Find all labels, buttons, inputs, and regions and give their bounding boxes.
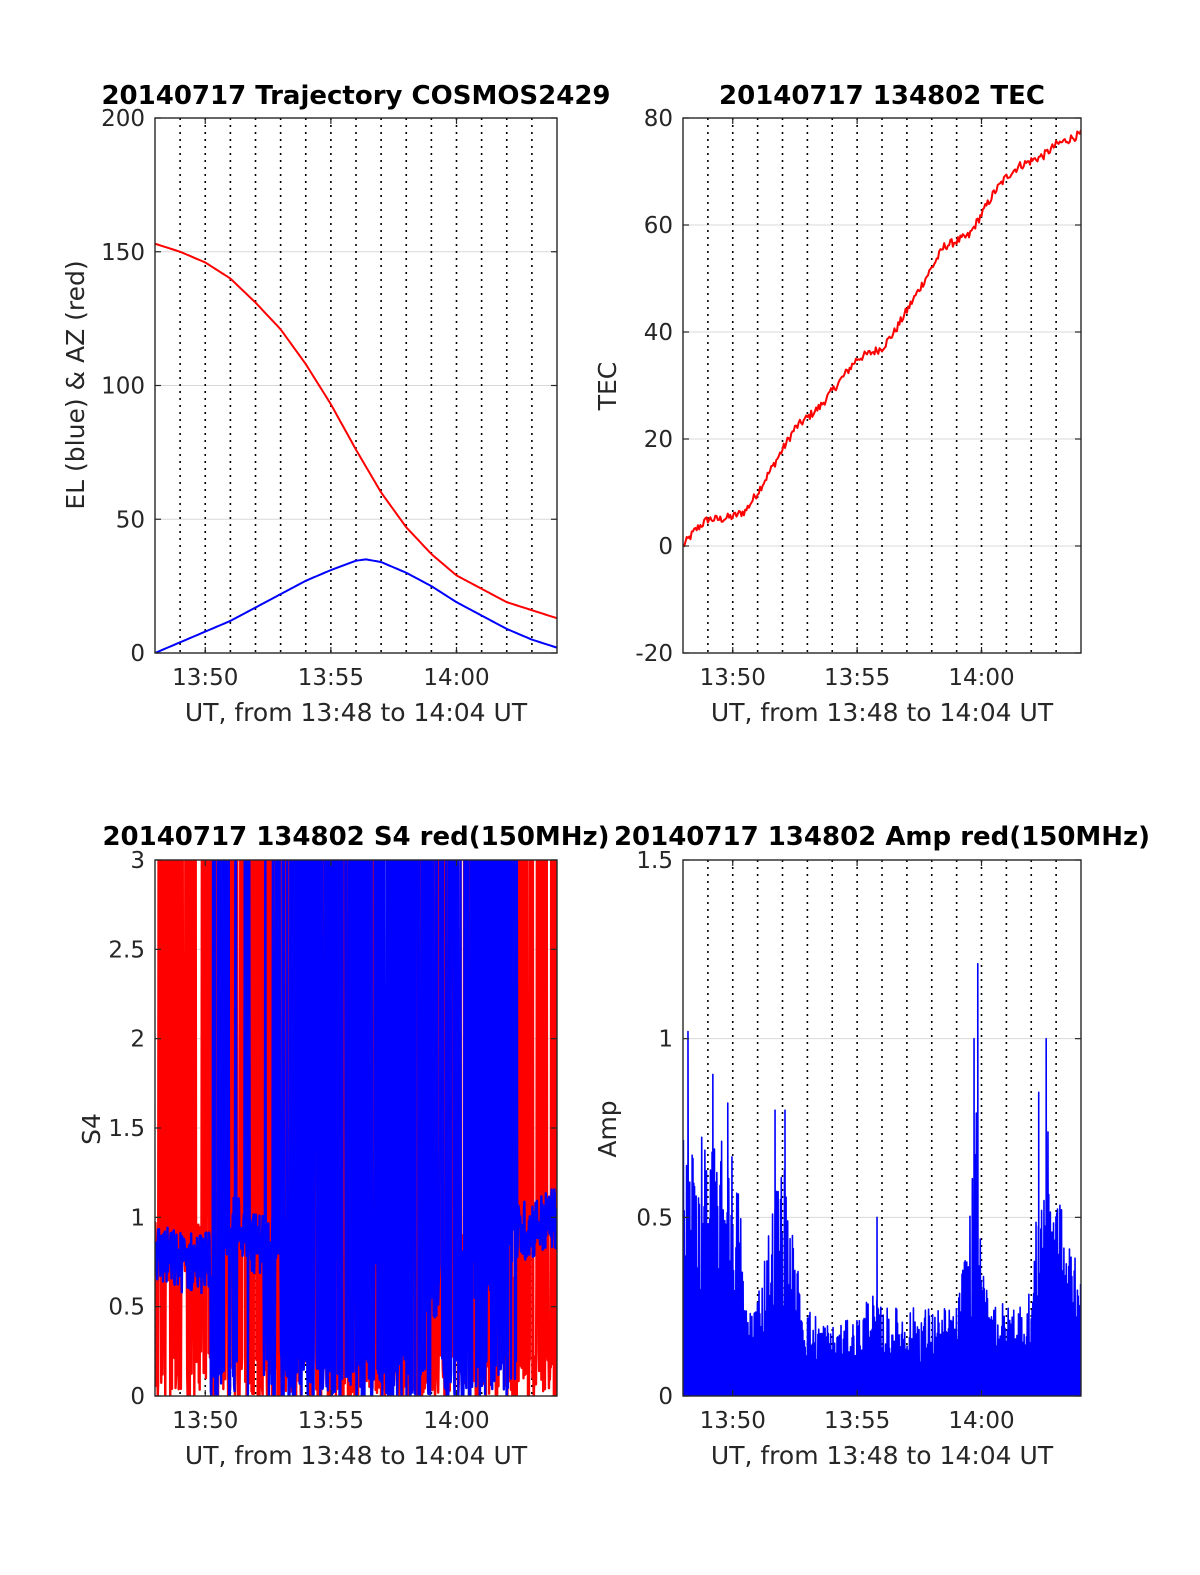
panel-amp: 0 0.5 1 1.5 13:50 13:55 14:00 20140717 134802 …: [593, 822, 1150, 1470]
y-tick-label: 1: [130, 1205, 145, 1231]
series-group: [683, 962, 1081, 1396]
y-tick-label: 2: [130, 1027, 145, 1053]
y-tick-label: 80: [644, 106, 673, 132]
x-axis-label: UT, from 13:48 to 14:04 UT: [185, 698, 528, 727]
x-tick-label: 14:00: [423, 1408, 489, 1434]
y-tick-label: 0.5: [636, 1205, 673, 1231]
y-tick-label: -20: [635, 641, 673, 667]
series-line-0: [155, 242, 557, 620]
plot-area-trajectory: 0 50 100 150 200 13:50 13:55 14:00: [101, 106, 558, 691]
panel-tec: -20 0 20 40 60 80 13:50 13:55 14:00 20140717 134…: [593, 81, 1082, 727]
x-axis-label: UT, from 13:48 to 14:04 UT: [711, 698, 1054, 727]
plot-area-tec: -20 0 20 40 60 80 13:50 13:55 14:00: [635, 106, 1082, 691]
y-axis-label: TEC: [593, 362, 622, 412]
axes-box: [682, 859, 1082, 1397]
series-group: [683, 129, 1081, 548]
y-tick-label: 0.5: [108, 1295, 145, 1321]
x-tick-label: 13:55: [298, 1408, 364, 1434]
y-tick-label: 1.5: [636, 848, 673, 874]
x-tick-label: 13:55: [298, 665, 364, 691]
y-tick-label: 60: [644, 213, 673, 239]
panel-trajectory: 0 50 100 150 200 13:50 13:55 14:00 20140717 Tra…: [61, 81, 611, 727]
series-line-1: [155, 558, 557, 653]
series-line-0: [683, 962, 1081, 1396]
series-group: [155, 242, 557, 653]
y-axis-label: EL (blue) & AZ (red): [61, 260, 90, 509]
x-tick-label: 13:50: [700, 665, 766, 691]
y-tick-label: 150: [101, 240, 145, 266]
x-tick-label: 14:00: [948, 665, 1014, 691]
y-tick-label: 0: [658, 534, 673, 560]
y-axis-label: S4: [77, 1113, 106, 1145]
chart-title: 20140717 134802 S4 red(150MHz): [102, 822, 609, 852]
plot-area-amp: 0 0.5 1 1.5 13:50 13:55 14:00: [636, 848, 1082, 1434]
y-tick-label: 0: [658, 1384, 673, 1410]
y-tick-label: 3: [130, 848, 145, 874]
x-tick-label: 13:50: [172, 665, 238, 691]
y-tick-label: 1.5: [108, 1116, 145, 1142]
series-line-0: [683, 129, 1081, 548]
x-tick-label: 13:50: [172, 1408, 238, 1434]
panel-s4: 0 0.5 1 1.5 2 2.5 3 13:50 13:55 14:00 20140717 13…: [77, 822, 610, 1470]
chart-title: 20140717 134802 Amp red(150MHz): [614, 822, 1150, 852]
y-tick-label: 200: [101, 106, 145, 132]
series-group: [155, 860, 557, 1396]
x-axis-label: UT, from 13:48 to 14:04 UT: [711, 1441, 1054, 1470]
y-tick-label: 100: [101, 374, 145, 400]
y-tick-label: 20: [644, 427, 673, 453]
y-tick-label: 50: [116, 507, 145, 533]
y-tick-label: 0: [130, 1384, 145, 1410]
y-axis-label: Amp: [593, 1100, 622, 1157]
y-tick-label: 1: [658, 1027, 673, 1053]
x-axis-label: UT, from 13:48 to 14:04 UT: [185, 1441, 528, 1470]
x-tick-label: 14:00: [948, 1408, 1014, 1434]
plot-area-s4: 0 0.5 1 1.5 2 2.5 3 13:50 13:55 14:00: [108, 848, 558, 1434]
y-tick-label: 40: [644, 320, 673, 346]
x-tick-label: 13:55: [824, 665, 890, 691]
chart-title: 20140717 134802 TEC: [719, 81, 1045, 111]
chart-title: 20140717 Trajectory COSMOS2429: [101, 81, 610, 111]
series-line-1: [155, 860, 557, 1396]
axes-box: [682, 117, 1082, 654]
y-tick-label: 2.5: [108, 937, 145, 963]
x-tick-label: 13:50: [700, 1408, 766, 1434]
x-tick-label: 13:55: [824, 1408, 890, 1434]
y-tick-label: 0: [130, 641, 145, 667]
x-tick-label: 14:00: [423, 665, 489, 691]
